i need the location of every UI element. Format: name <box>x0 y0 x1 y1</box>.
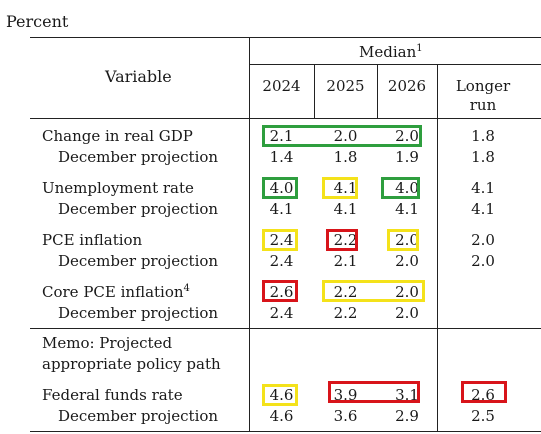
cell-2026: 4.1 <box>395 200 419 218</box>
row-label: Change in real GDP <box>42 127 193 145</box>
col-header-2025: 2025 <box>326 77 365 95</box>
bottom-rule <box>30 431 541 432</box>
cell-2025: 1.8 <box>333 148 358 166</box>
cell-2024: 2.6 <box>269 283 294 301</box>
cell-2026: 2.0 <box>395 252 419 270</box>
highlight-box-red <box>326 229 358 251</box>
cell-longer-run: 2.5 <box>471 407 495 425</box>
col-header-2026: 2026 <box>387 77 427 95</box>
highlight-box-yellow <box>262 384 298 406</box>
memo-label: Memo: Projected <box>42 334 173 352</box>
highlight-box-green <box>262 177 298 199</box>
cell-longer-run: 4.1 <box>471 179 495 197</box>
cell-2026: 2.0 <box>395 231 419 249</box>
cell-longer-run: 2.0 <box>471 231 495 249</box>
cell-2025: 4.1 <box>333 200 358 218</box>
highlight-box-yellow <box>322 177 358 199</box>
row-label: Unemployment rate <box>42 179 194 197</box>
top-rule <box>30 37 541 38</box>
footnote-marker: 4 <box>183 283 190 294</box>
cell-2024: 2.1 <box>269 127 294 145</box>
divider-2025 <box>377 65 378 118</box>
highlight-box-yellow <box>262 229 298 251</box>
cell-2025: 3.9 <box>333 386 358 404</box>
cell-2024: 4.6 <box>269 407 294 425</box>
highlight-box-red <box>262 280 298 302</box>
cell-longer-run: 2.6 <box>471 386 495 404</box>
cell-2024: 2.4 <box>269 304 294 322</box>
cell-2025: 3.6 <box>333 407 358 425</box>
highlight-box-green <box>262 125 422 147</box>
cell-longer-run: 4.1 <box>471 200 495 218</box>
cell-2024: 4.6 <box>269 386 294 404</box>
cell-2024: 4.0 <box>269 179 294 197</box>
cell-longer-run: 1.8 <box>471 127 495 145</box>
row-label: Federal funds rate <box>42 386 183 404</box>
highlight-box-green <box>381 177 420 199</box>
cell-2025: 2.0 <box>333 127 358 145</box>
cell-2026: 3.1 <box>395 386 419 404</box>
divider-variable <box>249 37 250 432</box>
cell-2024: 2.4 <box>269 231 294 249</box>
row-label: December projection <box>58 200 219 218</box>
cell-2026: 2.0 <box>395 304 419 322</box>
divider-longer-run <box>437 65 438 432</box>
cell-longer-run: 2.0 <box>471 252 495 270</box>
header-rule <box>30 118 541 119</box>
memo-rule <box>30 328 541 329</box>
row-label: December projection <box>58 304 219 322</box>
cell-2024: 2.4 <box>269 252 294 270</box>
highlight-box-red <box>328 381 420 403</box>
row-label: December projection <box>58 252 219 270</box>
unit-label: Percent <box>6 12 69 31</box>
memo-label: appropriate policy path <box>42 355 221 373</box>
col-header-2024: 2024 <box>262 77 301 95</box>
cell-2026: 2.0 <box>395 283 419 301</box>
cell-longer-run: 1.8 <box>471 148 495 166</box>
highlight-box-yellow <box>322 280 425 302</box>
row-label: December projection <box>58 407 219 425</box>
row-label: PCE inflation <box>42 231 143 249</box>
highlight-box-yellow <box>387 229 419 251</box>
cell-2026: 2.9 <box>395 407 419 425</box>
row-label: December projection <box>58 148 219 166</box>
median-header: Median1 <box>359 43 423 61</box>
median-rule <box>249 64 541 65</box>
cell-2025: 2.1 <box>333 252 358 270</box>
variable-header: Variable <box>105 67 172 86</box>
cell-2026: 1.9 <box>395 148 419 166</box>
cell-2026: 2.0 <box>395 127 419 145</box>
cell-2025: 4.1 <box>333 179 358 197</box>
cell-2025: 2.2 <box>333 304 358 322</box>
cell-2024: 4.1 <box>269 200 294 218</box>
col-header-longer-run-1: Longer <box>455 77 511 95</box>
highlight-box-red <box>461 381 507 403</box>
divider-2024 <box>314 65 315 118</box>
cell-2026: 4.0 <box>395 179 419 197</box>
cell-2025: 2.2 <box>333 231 358 249</box>
col-header-longer-run-2: run <box>469 96 497 114</box>
row-label: Core PCE inflation4 <box>42 283 190 301</box>
cell-2024: 1.4 <box>269 148 294 166</box>
cell-2025: 2.2 <box>333 283 358 301</box>
